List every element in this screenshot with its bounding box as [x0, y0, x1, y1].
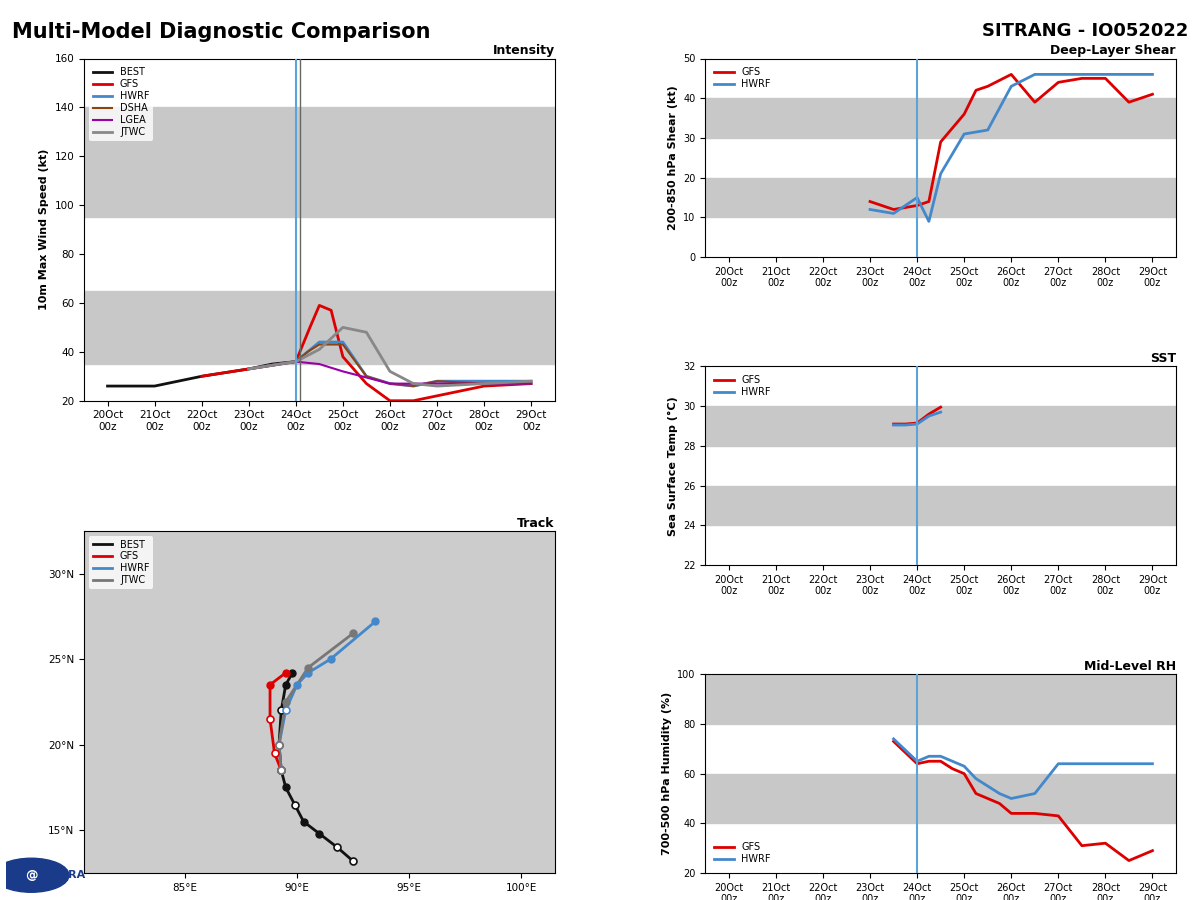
Text: Track: Track	[517, 517, 554, 529]
Text: CIRA: CIRA	[56, 870, 85, 880]
Y-axis label: 700-500 hPa Humidity (%): 700-500 hPa Humidity (%)	[661, 692, 672, 855]
Text: Multi-Model Diagnostic Comparison: Multi-Model Diagnostic Comparison	[12, 22, 431, 42]
Bar	[84, 291, 554, 364]
Text: SITRANG - IO052022: SITRANG - IO052022	[982, 22, 1188, 40]
Bar	[84, 107, 554, 218]
Bar	[706, 98, 1176, 138]
Bar	[706, 486, 1176, 526]
Bar	[706, 674, 1176, 724]
Text: Intensity: Intensity	[492, 44, 554, 58]
Text: Mid-Level RH: Mid-Level RH	[1084, 661, 1176, 673]
Legend: BEST, GFS, HWRF, JTWC: BEST, GFS, HWRF, JTWC	[89, 536, 154, 590]
Circle shape	[0, 859, 70, 892]
Y-axis label: 200-850 hPa Shear (kt): 200-850 hPa Shear (kt)	[667, 86, 678, 230]
Legend: GFS, HWRF: GFS, HWRF	[710, 372, 775, 401]
Legend: BEST, GFS, HWRF, DSHA, LGEA, JTWC: BEST, GFS, HWRF, DSHA, LGEA, JTWC	[89, 63, 154, 141]
Legend: GFS, HWRF: GFS, HWRF	[710, 839, 775, 868]
Text: @: @	[25, 868, 37, 882]
Bar	[706, 774, 1176, 824]
Text: SST: SST	[1150, 352, 1176, 365]
Legend: GFS, HWRF: GFS, HWRF	[710, 63, 775, 93]
Y-axis label: 10m Max Wind Speed (kt): 10m Max Wind Speed (kt)	[38, 148, 49, 310]
Text: Deep-Layer Shear: Deep-Layer Shear	[1050, 44, 1176, 58]
Bar	[706, 177, 1176, 218]
Bar	[706, 406, 1176, 446]
Y-axis label: Sea Surface Temp (°C): Sea Surface Temp (°C)	[667, 396, 678, 536]
